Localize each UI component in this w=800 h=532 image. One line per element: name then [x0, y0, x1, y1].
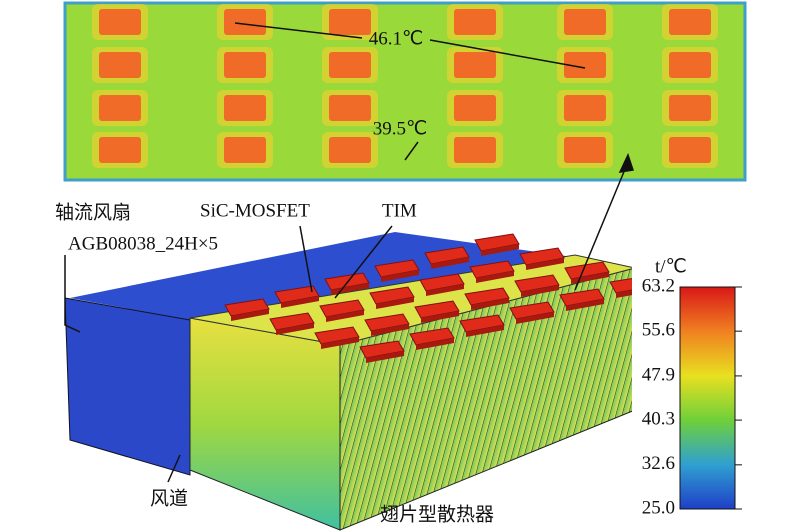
label-heatsink: 翅片型散热器 — [380, 503, 494, 525]
fan-box-front — [64, 297, 191, 476]
pad — [564, 95, 606, 121]
chip-side — [231, 309, 269, 321]
colorbar-title: t/℃ — [655, 256, 687, 277]
pad — [224, 52, 266, 78]
pad — [669, 137, 711, 163]
chip-side — [526, 258, 564, 270]
chip-side — [421, 311, 459, 323]
pad — [329, 95, 371, 121]
pad — [564, 9, 606, 35]
colorbar-tick-label: 63.2 — [642, 275, 675, 296]
colorbar-tick-label: 55.6 — [642, 320, 675, 341]
chip-side — [381, 270, 419, 282]
iso-view — [64, 232, 655, 531]
chip-side — [571, 272, 609, 284]
chip-side — [476, 271, 514, 283]
label-device: SiC-MOSFET — [200, 200, 310, 221]
chip-side — [416, 338, 454, 350]
label-fan: 轴流风扇 — [55, 201, 131, 223]
pad — [224, 137, 266, 163]
pad — [564, 137, 606, 163]
top-view — [63, 1, 747, 182]
pad — [454, 95, 496, 121]
chip-side — [516, 312, 554, 324]
chip-side — [321, 337, 359, 349]
chips — [224, 233, 655, 363]
pad — [99, 52, 141, 78]
label-tim: TIM — [382, 200, 417, 221]
pad — [669, 52, 711, 78]
colorbar-tick-label: 32.6 — [642, 453, 675, 474]
pad — [99, 95, 141, 121]
pad — [329, 137, 371, 163]
top-panel — [63, 1, 747, 182]
annotation: 46.1℃ — [369, 28, 424, 49]
chip-side — [326, 310, 364, 322]
chip-side — [371, 324, 409, 336]
chip-side — [376, 297, 414, 309]
pad — [329, 9, 371, 35]
pad — [564, 52, 606, 78]
label-fan-model: AGB08038_24H×5 — [68, 233, 218, 254]
chip-side — [281, 296, 319, 308]
chip-side — [431, 257, 469, 269]
colorbar-tick-label: 47.9 — [642, 364, 675, 385]
pad — [224, 95, 266, 121]
label-duct: 风道 — [150, 487, 188, 509]
annotation: 39.5℃ — [373, 118, 428, 139]
chip-side — [426, 284, 464, 296]
pad — [224, 9, 266, 35]
heatsink-front — [189, 317, 341, 531]
chip-side — [466, 325, 504, 337]
leader-lines — [64, 22, 634, 483]
chip-side — [276, 323, 314, 335]
pad — [454, 137, 496, 163]
pad — [329, 52, 371, 78]
pad — [454, 9, 496, 35]
pad — [669, 95, 711, 121]
pad — [669, 9, 711, 35]
colorbar-tick-label: 40.3 — [642, 408, 675, 429]
colorbar — [679, 286, 736, 510]
chip-side — [471, 298, 509, 310]
chip-side — [566, 299, 604, 311]
chip-side — [481, 244, 519, 256]
colorbar-tick-label: 25.0 — [642, 497, 675, 518]
chip-side — [521, 285, 559, 297]
pad — [454, 52, 496, 78]
pad — [99, 137, 141, 163]
pad — [99, 9, 141, 35]
chip-side — [366, 351, 404, 363]
